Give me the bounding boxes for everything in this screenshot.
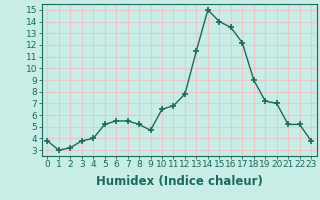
- X-axis label: Humidex (Indice chaleur): Humidex (Indice chaleur): [96, 175, 263, 188]
